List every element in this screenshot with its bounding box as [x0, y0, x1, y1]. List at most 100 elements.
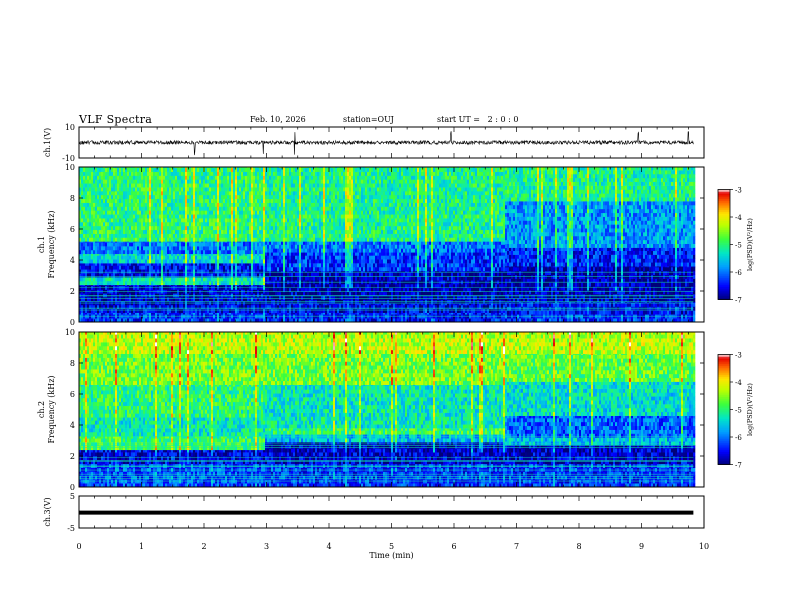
spec-cell [171, 277, 174, 282]
spec-cell [175, 308, 178, 313]
spec-cell [109, 171, 112, 176]
spec-cell [199, 198, 202, 203]
spec-cell [257, 206, 260, 211]
spec-cell [299, 272, 302, 277]
spec-cell [247, 277, 250, 282]
spec-cell [231, 263, 234, 266]
spec-cell [215, 179, 218, 184]
spec-cell [195, 273, 198, 278]
spec-cell [251, 277, 254, 282]
spec-cell [89, 277, 92, 282]
spec-cell [183, 218, 186, 223]
spec-cell [105, 233, 108, 238]
spec-cell [105, 297, 108, 302]
spec-cell [211, 210, 214, 215]
spec-cell [221, 229, 224, 234]
spec-cell [169, 210, 172, 215]
spec-cell [105, 273, 108, 278]
spec-cell [125, 194, 128, 200]
spec-cell [171, 265, 174, 270]
spec-cell [259, 222, 262, 227]
spec-cell [93, 246, 96, 251]
spec-cell [151, 198, 154, 203]
spec-cell [243, 253, 246, 256]
spec-cell [271, 270, 274, 273]
spec-cell [231, 202, 234, 207]
spec-cell [89, 233, 92, 238]
spec-cell [179, 242, 182, 247]
spec-cell [133, 225, 136, 231]
spec-cell [85, 255, 88, 260]
spec-cell [109, 246, 112, 251]
spec-cell [255, 222, 258, 227]
spec-cell [95, 312, 98, 315]
spec-cell [191, 253, 194, 256]
spec-cell [297, 295, 300, 300]
spec-cell [113, 198, 116, 203]
spec-cell [263, 318, 266, 323]
spec-cell [183, 179, 186, 184]
spec-cell [159, 280, 162, 286]
spec-cell [111, 241, 114, 243]
spec-cell [111, 304, 114, 310]
spec-cell [241, 179, 244, 184]
spec-cell [81, 308, 84, 313]
spec-cell [223, 273, 226, 278]
spec-cell [147, 284, 150, 286]
spec-cell [111, 191, 114, 196]
spec-cell [269, 244, 272, 249]
spec-cell [259, 312, 262, 315]
spec-cell [153, 183, 156, 188]
spec-cell [221, 242, 224, 247]
spec-cell [127, 259, 130, 264]
spec-cell [99, 249, 102, 255]
spec-cell [91, 233, 94, 238]
spec-cell [123, 246, 126, 251]
spec-cell [155, 263, 158, 266]
spec-cell [231, 167, 234, 169]
spec-cell [185, 265, 188, 270]
spec-cell [275, 171, 278, 176]
spec-cell [185, 194, 188, 200]
spec-cell [215, 263, 218, 266]
spec-cell [283, 210, 286, 215]
spec-cell [115, 187, 118, 192]
spec-cell [235, 237, 238, 242]
spec-cell [161, 167, 164, 169]
spec-cell [139, 225, 142, 231]
spec-cell [301, 270, 304, 273]
spec-cell [105, 175, 108, 180]
spec-cell [277, 171, 280, 176]
spec-cell [173, 253, 176, 256]
spec-cell [181, 229, 184, 234]
spec-cell [227, 269, 230, 274]
spec-cell [291, 171, 294, 176]
spec-cell [225, 225, 228, 231]
spec-cell [153, 312, 156, 315]
spec-cell [163, 259, 166, 264]
spec-cell [129, 229, 132, 234]
spec-cell [263, 198, 266, 203]
spec-cell [275, 270, 278, 273]
spec-cell [283, 255, 286, 260]
spec-cell [289, 179, 292, 184]
spec-cell [263, 237, 266, 242]
spec-cell [107, 241, 110, 243]
spec-cell [125, 242, 128, 247]
spec-cell [187, 218, 190, 223]
spec-cell [107, 237, 110, 242]
spec-cell [155, 198, 158, 203]
spec-cell [89, 253, 92, 256]
spec-cell [297, 241, 300, 245]
spec-cell [167, 304, 170, 310]
spec-cell [275, 210, 278, 215]
spec-cell [89, 167, 92, 169]
spec-cell [233, 280, 236, 286]
spec-cell [283, 287, 286, 293]
spec-cell [95, 229, 98, 234]
spec-cell [213, 246, 216, 251]
spec-cell [83, 249, 86, 255]
spec-cell [115, 167, 118, 172]
spec-cell [97, 225, 100, 231]
spec-cell [217, 312, 220, 315]
